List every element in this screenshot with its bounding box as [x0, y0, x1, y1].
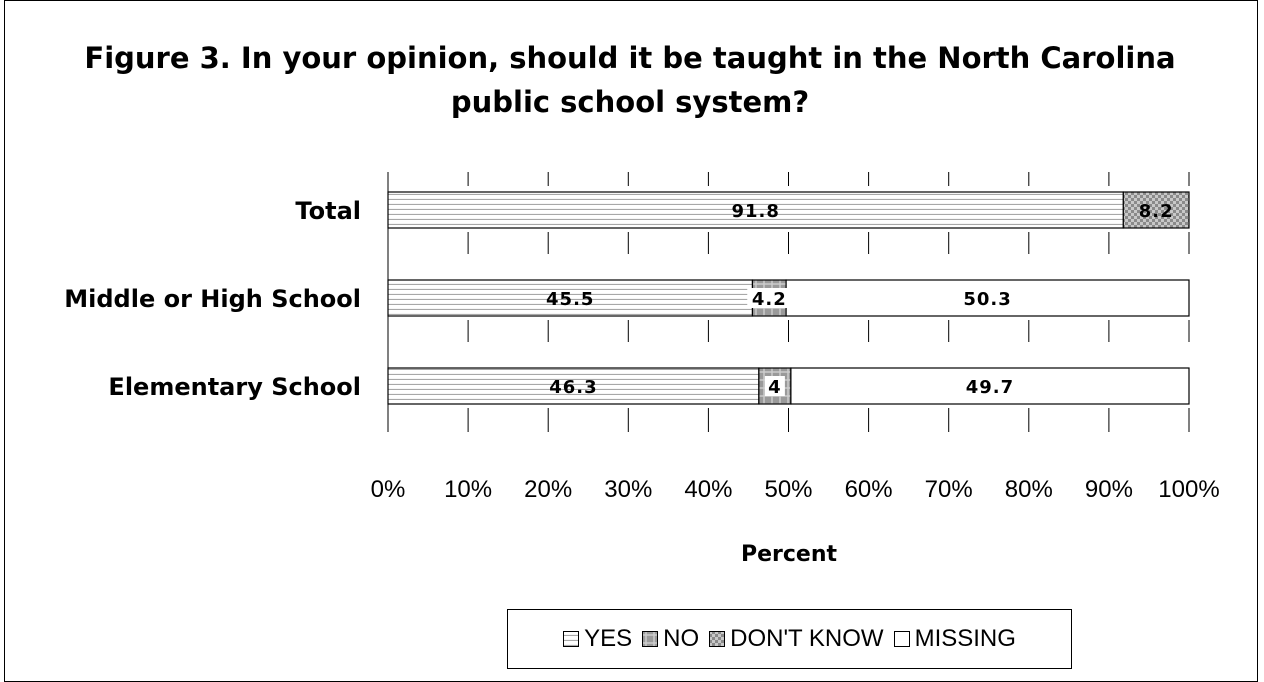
x-tick-label: 10%: [444, 476, 492, 503]
category-label: Total: [295, 197, 361, 225]
bar-segment-missing: [790, 367, 1190, 405]
legend-swatch: [709, 631, 726, 647]
legend-label: NO: [663, 625, 700, 652]
legend-item: YES: [563, 625, 632, 653]
x-tick-label: 80%: [1005, 476, 1053, 503]
data-label: 8.2: [1139, 201, 1174, 222]
chart-frame: [4, 0, 1258, 682]
legend-item: MISSING: [893, 625, 1016, 653]
data-label: 4: [768, 377, 782, 398]
x-tick-label: 30%: [604, 476, 652, 503]
legend: YES NO DON'T KNOW MISSING: [507, 609, 1072, 669]
legend-label: MISSING: [914, 625, 1016, 652]
data-label: 91.8: [731, 201, 779, 222]
x-tick-label: 100%: [1158, 476, 1219, 503]
x-tick-label: 60%: [845, 476, 893, 503]
bar-segment-don-t-know: [1122, 191, 1190, 229]
data-label: 45.5: [546, 289, 594, 310]
bar-segment-yes: [387, 279, 754, 317]
x-axis-title: Percent: [741, 542, 838, 567]
legend-item: NO: [642, 625, 699, 653]
data-label: 4.2: [752, 289, 787, 310]
bar-segment-yes: [387, 367, 760, 405]
legend-swatch: [893, 631, 910, 647]
x-tick-label: 0%: [371, 476, 406, 503]
x-tick-label: 90%: [1085, 476, 1133, 503]
legend-swatch: [642, 631, 659, 647]
data-label-background: [747, 288, 792, 308]
legend-swatch: [563, 631, 580, 647]
category-label: Elementary School: [108, 373, 361, 401]
bar-segment-yes: [387, 191, 1124, 229]
data-label: 49.7: [966, 377, 1014, 398]
data-label: 50.3: [963, 289, 1011, 310]
legend-item: DON'T KNOW: [709, 625, 884, 653]
category-label: Middle or High School: [64, 285, 361, 313]
x-tick-label: 50%: [764, 476, 812, 503]
legend-label: DON'T KNOW: [730, 625, 884, 652]
chart-title: Figure 3. In your opinion, should it be …: [84, 41, 1176, 119]
x-tick-label: 40%: [684, 476, 732, 503]
data-label: 46.3: [549, 377, 597, 398]
x-tick-label: 70%: [925, 476, 973, 503]
x-tick-label: 20%: [524, 476, 572, 503]
data-label-background: [764, 376, 785, 396]
legend-label: YES: [584, 625, 633, 652]
bar-segment-missing: [785, 279, 1190, 317]
